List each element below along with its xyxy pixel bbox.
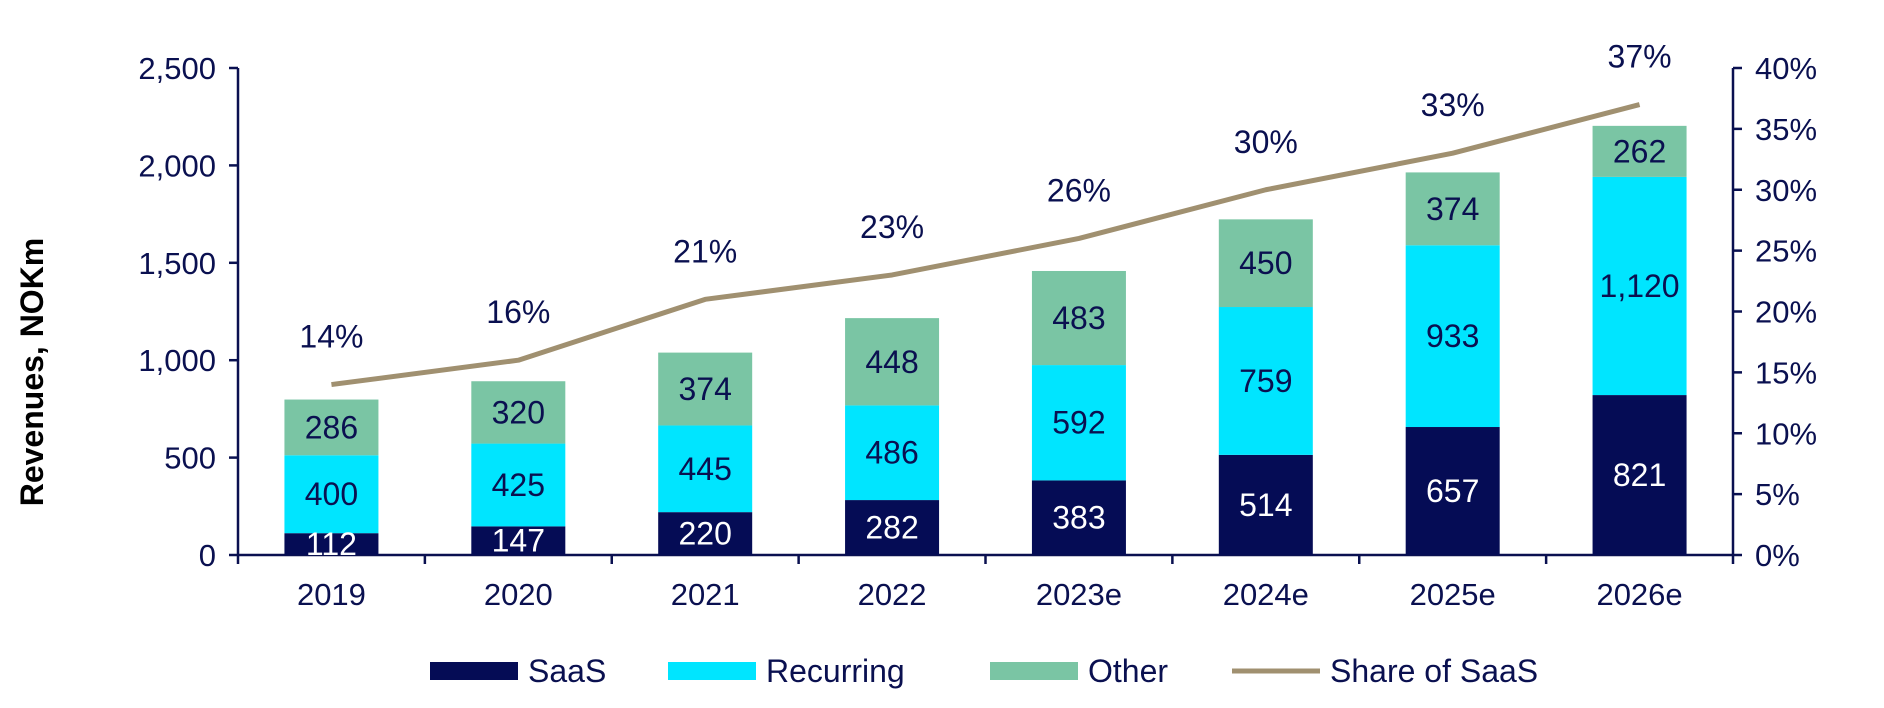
bar-recurring xyxy=(1031,365,1126,481)
legend-swatch-other xyxy=(990,662,1078,680)
bar-recurring xyxy=(1218,307,1313,455)
bar-other xyxy=(658,352,753,426)
bar-saas xyxy=(845,500,940,555)
share-label: 26% xyxy=(1047,172,1111,208)
y-tick-label: 500 xyxy=(164,441,216,476)
bar-recurring xyxy=(1405,245,1500,428)
bar-saas xyxy=(1031,480,1126,555)
bar-value-label: 282 xyxy=(865,510,918,546)
bar-recurring xyxy=(845,405,940,501)
bar-saas xyxy=(284,533,379,555)
bar-value-label: 425 xyxy=(492,467,545,503)
bar-value-label: 220 xyxy=(678,516,731,552)
y2-tick-label: 25% xyxy=(1755,234,1817,269)
y2-tick-label: 30% xyxy=(1755,173,1817,208)
axes: 0 500 1,000 1,500 2,000 2,500 0% 5% 10% 15% 20% 25%… xyxy=(138,51,1817,612)
share-label: 16% xyxy=(486,294,550,330)
bar-value-label: 448 xyxy=(865,344,918,380)
bar-saas xyxy=(658,512,753,555)
bar-value-label: 821 xyxy=(1613,457,1666,493)
legend-label-share-of-saas: Share of SaaS xyxy=(1330,653,1538,689)
bar-saas xyxy=(1218,454,1313,555)
y2-tick-label: 5% xyxy=(1755,477,1800,512)
bar-other xyxy=(1592,125,1687,177)
bar-recurring xyxy=(471,443,566,527)
bar-value-label: 592 xyxy=(1052,405,1105,441)
bar-saas xyxy=(471,526,566,555)
legend-label-other: Other xyxy=(1088,653,1168,689)
bar-value-label: 450 xyxy=(1239,245,1292,281)
bar-saas xyxy=(1592,395,1687,555)
bar-value-label: 374 xyxy=(678,371,731,407)
y-tick-label: 1,000 xyxy=(138,343,216,378)
y-tick-label: 2,500 xyxy=(138,51,216,86)
y2-tick-label: 20% xyxy=(1755,295,1817,330)
x-tick-label: 2020 xyxy=(484,577,553,612)
bar-value-label: 262 xyxy=(1613,133,1666,169)
y-tick-label: 1,500 xyxy=(138,246,216,281)
bar-recurring xyxy=(284,455,379,534)
x-tick-label: 2022 xyxy=(858,577,927,612)
y2-tick-label: 15% xyxy=(1755,355,1817,390)
bar-value-label: 486 xyxy=(865,435,918,471)
bar-other xyxy=(845,318,940,406)
bar-other xyxy=(1405,172,1500,246)
bar-other xyxy=(1218,219,1313,308)
x-tick-label: 2025e xyxy=(1410,577,1496,612)
bar-value-label: 383 xyxy=(1052,500,1105,536)
share-label: 33% xyxy=(1421,87,1485,123)
legend-swatch-recurring xyxy=(668,662,756,680)
y2-tick-label: 40% xyxy=(1755,51,1817,86)
bar-value-label: 320 xyxy=(492,394,545,430)
bars: 112 400 286 147 425 320 220 445 374 282 486 448 383 5… xyxy=(284,125,1687,562)
y-tick-label: 0 xyxy=(199,538,216,573)
y2-tick-label: 10% xyxy=(1755,416,1817,451)
share-line-group: 14% 16% 21% 23% 26% 30% 33% 37% xyxy=(299,39,1672,388)
share-label: 37% xyxy=(1608,39,1672,75)
x-tick-label: 2023e xyxy=(1036,577,1122,612)
bar-value-label: 657 xyxy=(1426,473,1479,509)
legend-label-recurring: Recurring xyxy=(766,653,905,689)
legend: SaaS Recurring Other Share of SaaS xyxy=(430,653,1538,689)
y2-tick-label: 0% xyxy=(1755,538,1800,573)
bar-value-label: 759 xyxy=(1239,363,1292,399)
bar-saas xyxy=(1405,427,1500,555)
bar-value-label: 112 xyxy=(306,526,357,562)
legend-swatch-saas xyxy=(430,662,518,680)
bar-value-label: 514 xyxy=(1239,487,1292,523)
bar-value-label: 445 xyxy=(678,451,731,487)
bar-value-label: 400 xyxy=(305,476,358,512)
bar-other xyxy=(284,399,379,456)
bar-other xyxy=(471,381,566,444)
share-label: 21% xyxy=(673,233,737,269)
bar-other xyxy=(1031,270,1126,366)
bar-value-label: 286 xyxy=(305,409,358,445)
y-axis-label: Revenues, NOKm xyxy=(14,238,50,507)
bar-value-label: 933 xyxy=(1426,318,1479,354)
share-of-saas-line xyxy=(331,102,1641,388)
x-tick-label: 2026e xyxy=(1596,577,1682,612)
y2-tick-label: 35% xyxy=(1755,112,1817,147)
bar-recurring xyxy=(1592,176,1687,396)
bar-value-label: 374 xyxy=(1426,191,1479,227)
y-tick-label: 2,000 xyxy=(138,148,216,183)
x-tick-label: 2021 xyxy=(671,577,740,612)
bar-value-label: 1,120 xyxy=(1600,268,1680,304)
legend-label-saas: SaaS xyxy=(528,653,606,689)
share-label: 23% xyxy=(860,209,924,245)
bar-value-label: 147 xyxy=(492,523,545,559)
share-label: 30% xyxy=(1234,124,1298,160)
x-tick-label: 2024e xyxy=(1223,577,1309,612)
bar-recurring xyxy=(658,425,753,513)
bar-value-label: 483 xyxy=(1052,300,1105,336)
x-tick-label: 2019 xyxy=(297,577,366,612)
share-label: 14% xyxy=(299,319,363,355)
